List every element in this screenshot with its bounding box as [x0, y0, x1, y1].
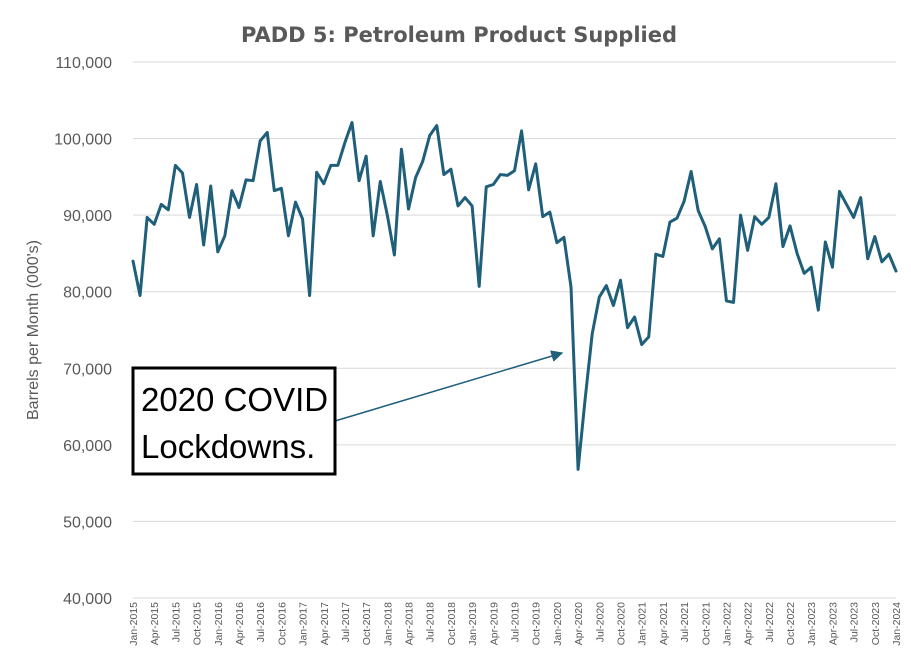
x-tick-label: Apr-2023 — [827, 602, 839, 645]
y-tick-label: 40,000 — [63, 591, 112, 608]
series-group — [131, 120, 898, 471]
x-tick-label: Jan-2022 — [721, 602, 733, 646]
x-tick-label: Oct-2022 — [785, 602, 797, 645]
x-tick-label: Apr-2015 — [149, 602, 161, 645]
x-tick-label: Jan-2016 — [213, 602, 225, 646]
x-tick-label: Apr-2020 — [573, 602, 585, 645]
y-axis-label: Barrels per Month (000's) — [25, 240, 42, 420]
x-tick-label: Oct-2020 — [615, 602, 627, 645]
x-tick-label: Jul-2022 — [764, 602, 776, 642]
x-tick-label: Jan-2023 — [806, 602, 818, 646]
y-tick-label: 90,000 — [63, 208, 112, 225]
x-tick-label: Jan-2021 — [637, 602, 649, 646]
annotation-line-2: Lockdowns. — [141, 428, 315, 465]
x-tick-label: Apr-2017 — [319, 602, 331, 645]
x-tick-label: Apr-2019 — [488, 602, 500, 645]
y-tick-label: 110,000 — [55, 55, 112, 72]
y-tick-label: 70,000 — [63, 361, 112, 378]
x-tick-label: Oct-2016 — [276, 602, 288, 645]
y-tick-label: 60,000 — [63, 438, 112, 455]
chart-title: PADD 5: Petroleum Product Supplied — [241, 23, 677, 47]
x-tick-label: Apr-2021 — [658, 602, 670, 645]
x-tick-label: Jul-2023 — [849, 602, 861, 642]
x-tick-label: Jan-2024 — [891, 602, 903, 646]
annotation-box — [131, 366, 337, 476]
x-tick-label: Jul-2019 — [510, 602, 522, 642]
gridlines — [133, 61, 896, 599]
x-tick-label: Jan-2018 — [382, 602, 394, 646]
x-tick-label: Jan-2015 — [128, 602, 140, 646]
y-tick-label: 50,000 — [63, 514, 112, 531]
x-tick-label: Jul-2016 — [255, 602, 267, 642]
annotation: 2020 COVID Lockdowns. — [131, 350, 564, 476]
series-line — [131, 120, 898, 471]
annotation-arrow — [334, 350, 564, 422]
x-tick-label: Jul-2020 — [594, 602, 606, 642]
x-tick-label: Oct-2019 — [531, 602, 543, 645]
annotation-line-1: 2020 COVID — [141, 381, 328, 418]
x-tick-label: Oct-2021 — [700, 602, 712, 645]
x-tick-label: Jul-2015 — [170, 602, 182, 642]
x-tick-label: Apr-2016 — [234, 602, 246, 645]
x-tick-label: Oct-2017 — [361, 602, 373, 645]
x-tick-label: Jul-2021 — [679, 602, 691, 642]
x-tick-label: Jul-2017 — [340, 602, 352, 642]
y-tick-label: 100,000 — [54, 132, 112, 149]
x-tick-label: Oct-2018 — [446, 602, 458, 645]
y-axis-ticks: 40,000 50,000 60,000 70,000 80,000 90,000 100,… — [54, 55, 112, 608]
x-axis-ticks: Jan-2015 Apr-2015 Jul-2015 Oct-2015 Jan-2016… — [128, 602, 903, 646]
x-tick-label: Apr-2022 — [743, 602, 755, 645]
x-tick-label: Jan-2020 — [552, 602, 564, 646]
x-tick-label: Jan-2019 — [467, 602, 479, 646]
x-tick-label: Apr-2018 — [404, 602, 416, 645]
x-tick-label: Jan-2017 — [298, 602, 310, 646]
y-tick-label: 80,000 — [63, 285, 112, 302]
x-tick-label: Oct-2023 — [870, 602, 882, 645]
x-tick-label: Jul-2018 — [425, 602, 437, 642]
x-tick-label: Oct-2015 — [192, 602, 204, 645]
